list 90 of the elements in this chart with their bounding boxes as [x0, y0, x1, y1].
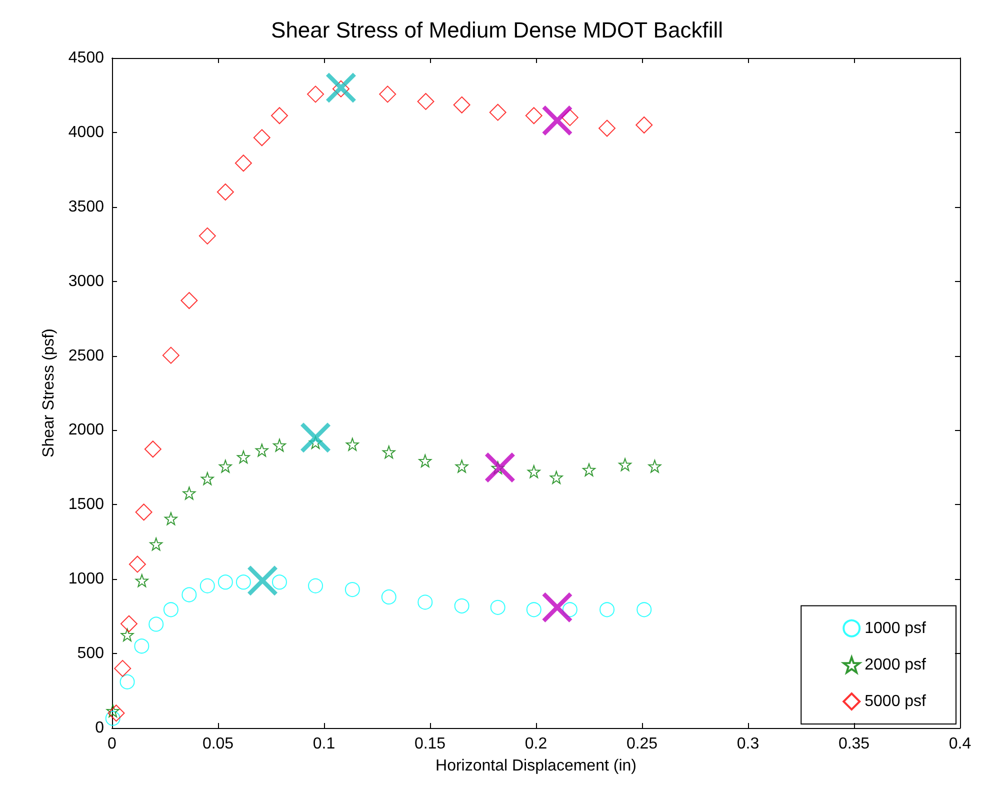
x-tick-label: 0.05	[202, 736, 234, 752]
point	[550, 470, 563, 484]
point	[234, 154, 252, 172]
point	[150, 538, 163, 551]
x-tick-label: 0.3	[736, 736, 760, 752]
point	[542, 592, 572, 622]
chart-title: Shear Stress of Medium Dense MDOT Backfill	[271, 18, 723, 42]
point	[114, 660, 132, 677]
point	[526, 602, 542, 618]
point	[200, 578, 215, 594]
point	[344, 582, 360, 598]
point	[490, 600, 506, 615]
point	[108, 704, 125, 722]
point	[248, 566, 278, 596]
point	[307, 86, 324, 103]
y-tick-label: 3000	[68, 272, 104, 290]
point	[326, 72, 356, 103]
point	[525, 107, 542, 124]
y-tick-label: 2500	[68, 347, 104, 364]
point	[308, 578, 324, 594]
point	[120, 674, 135, 690]
point	[253, 129, 270, 146]
point	[600, 602, 615, 618]
y-tick-label: 1000	[68, 570, 104, 588]
point	[134, 638, 150, 654]
point	[346, 438, 359, 451]
point	[381, 589, 396, 604]
point	[120, 615, 138, 632]
y-tick-label: 4500	[68, 50, 104, 66]
point	[582, 463, 596, 476]
legend-label: 2000 psf	[864, 656, 927, 674]
point	[527, 465, 540, 478]
point	[489, 104, 506, 121]
point	[418, 594, 433, 610]
point	[164, 512, 178, 526]
point	[182, 486, 196, 500]
x-tick-label: 0.4	[948, 736, 972, 752]
point	[648, 460, 662, 473]
point	[120, 628, 134, 642]
point	[198, 227, 216, 244]
point	[272, 438, 286, 452]
point	[636, 602, 652, 618]
point	[163, 602, 178, 618]
point	[128, 556, 146, 573]
y-tick-label: 4000	[68, 124, 104, 141]
x-tick-label: 0.15	[414, 736, 446, 752]
x-tick-label: 0.1	[312, 736, 336, 752]
point	[144, 440, 162, 458]
point	[636, 116, 653, 134]
point	[135, 504, 152, 521]
x-tick-label: 0	[108, 736, 117, 752]
point	[300, 422, 331, 453]
y-tick-label: 2000	[68, 422, 104, 439]
point	[418, 454, 432, 468]
point	[216, 184, 234, 200]
x-tick-label: 0.35	[838, 736, 870, 752]
point	[236, 574, 251, 590]
legend-label: 1000 psf	[864, 620, 927, 637]
point	[618, 458, 632, 472]
point	[382, 446, 396, 459]
legend-label: 5000 psf	[864, 693, 927, 710]
point	[255, 444, 268, 457]
point	[162, 346, 180, 364]
point	[236, 450, 250, 464]
point	[180, 292, 198, 310]
point	[454, 598, 470, 614]
point	[484, 452, 515, 482]
x-axis-title: Horizontal Displacement (in)	[436, 758, 636, 774]
y-tick-label: 3500	[68, 198, 104, 216]
point	[542, 106, 572, 136]
point	[417, 92, 434, 110]
point	[270, 107, 288, 124]
point	[148, 616, 164, 632]
point	[182, 587, 197, 602]
point	[218, 574, 233, 590]
y-tick-label: 1500	[68, 496, 104, 514]
x-tick-label: 0.2	[524, 736, 548, 752]
point	[218, 460, 232, 473]
y-tick-label: 0	[95, 720, 104, 736]
point	[135, 574, 148, 588]
point	[379, 86, 396, 103]
point	[598, 120, 616, 137]
point	[453, 96, 470, 114]
y-tick-label: 500	[77, 645, 104, 662]
x-tick-label: 0.25	[626, 736, 658, 752]
y-axis-title: Shear Stress (psf)	[40, 328, 58, 458]
point	[105, 710, 120, 726]
point	[455, 460, 468, 473]
point	[272, 574, 287, 590]
point	[200, 472, 214, 486]
